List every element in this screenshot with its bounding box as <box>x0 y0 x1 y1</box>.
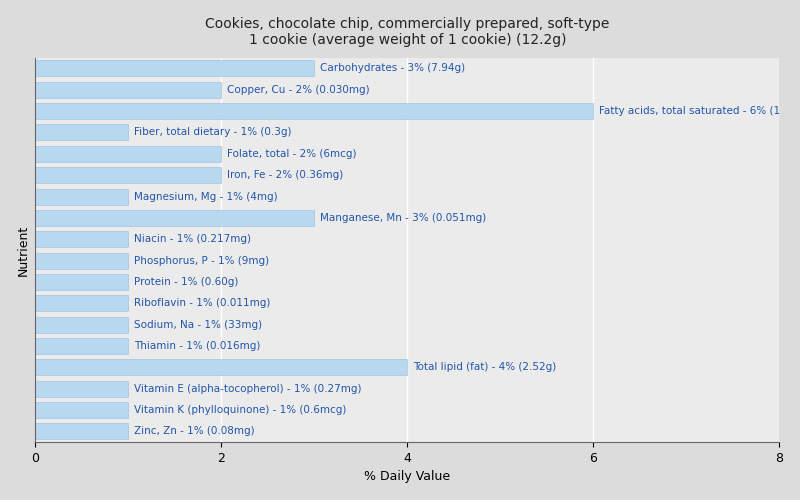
Bar <box>35 210 314 226</box>
Text: Vitamin K (phylloquinone) - 1% (0.6mcg): Vitamin K (phylloquinone) - 1% (0.6mcg) <box>134 405 346 415</box>
Text: Thiamin - 1% (0.016mg): Thiamin - 1% (0.016mg) <box>134 341 260 351</box>
Bar <box>35 231 128 247</box>
X-axis label: % Daily Value: % Daily Value <box>364 470 450 484</box>
Text: Folate, total - 2% (6mcg): Folate, total - 2% (6mcg) <box>227 149 356 159</box>
Text: Iron, Fe - 2% (0.36mg): Iron, Fe - 2% (0.36mg) <box>227 170 343 180</box>
Bar <box>35 252 128 268</box>
Bar <box>35 338 128 354</box>
Title: Cookies, chocolate chip, commercially prepared, soft-type
1 cookie (average weig: Cookies, chocolate chip, commercially pr… <box>205 16 610 47</box>
Text: Total lipid (fat) - 4% (2.52g): Total lipid (fat) - 4% (2.52g) <box>413 362 556 372</box>
Bar <box>35 380 128 396</box>
Text: Copper, Cu - 2% (0.030mg): Copper, Cu - 2% (0.030mg) <box>227 85 370 95</box>
Text: Magnesium, Mg - 1% (4mg): Magnesium, Mg - 1% (4mg) <box>134 192 278 202</box>
Bar <box>35 360 407 376</box>
Bar <box>35 188 128 204</box>
Text: Fatty acids, total saturated - 6% (1.214g): Fatty acids, total saturated - 6% (1.214… <box>599 106 800 116</box>
Text: Sodium, Na - 1% (33mg): Sodium, Na - 1% (33mg) <box>134 320 262 330</box>
Bar <box>35 296 128 312</box>
Bar <box>35 82 222 98</box>
Bar <box>35 402 128 418</box>
Text: Riboflavin - 1% (0.011mg): Riboflavin - 1% (0.011mg) <box>134 298 270 308</box>
Text: Vitamin E (alpha-tocopherol) - 1% (0.27mg): Vitamin E (alpha-tocopherol) - 1% (0.27m… <box>134 384 362 394</box>
Text: Niacin - 1% (0.217mg): Niacin - 1% (0.217mg) <box>134 234 251 244</box>
Bar <box>35 60 314 76</box>
Bar <box>35 124 128 140</box>
Bar <box>35 167 222 183</box>
Text: Manganese, Mn - 3% (0.051mg): Manganese, Mn - 3% (0.051mg) <box>320 213 486 223</box>
Bar <box>35 146 222 162</box>
Y-axis label: Nutrient: Nutrient <box>17 224 30 276</box>
Text: Zinc, Zn - 1% (0.08mg): Zinc, Zn - 1% (0.08mg) <box>134 426 254 436</box>
Text: Fiber, total dietary - 1% (0.3g): Fiber, total dietary - 1% (0.3g) <box>134 128 291 138</box>
Text: Phosphorus, P - 1% (9mg): Phosphorus, P - 1% (9mg) <box>134 256 269 266</box>
Text: Protein - 1% (0.60g): Protein - 1% (0.60g) <box>134 277 238 287</box>
Bar <box>35 274 128 290</box>
Bar <box>35 103 594 119</box>
Bar <box>35 424 128 440</box>
Text: Carbohydrates - 3% (7.94g): Carbohydrates - 3% (7.94g) <box>320 64 465 74</box>
Bar <box>35 316 128 332</box>
